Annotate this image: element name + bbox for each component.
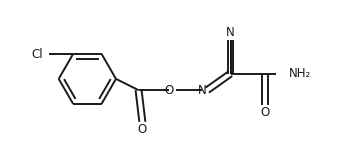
Text: N: N — [198, 84, 206, 97]
Text: O: O — [138, 123, 147, 136]
Text: O: O — [164, 84, 173, 97]
Text: NH₂: NH₂ — [289, 67, 311, 80]
Text: N: N — [226, 26, 235, 39]
Text: O: O — [261, 106, 270, 119]
Text: Cl: Cl — [32, 48, 44, 61]
